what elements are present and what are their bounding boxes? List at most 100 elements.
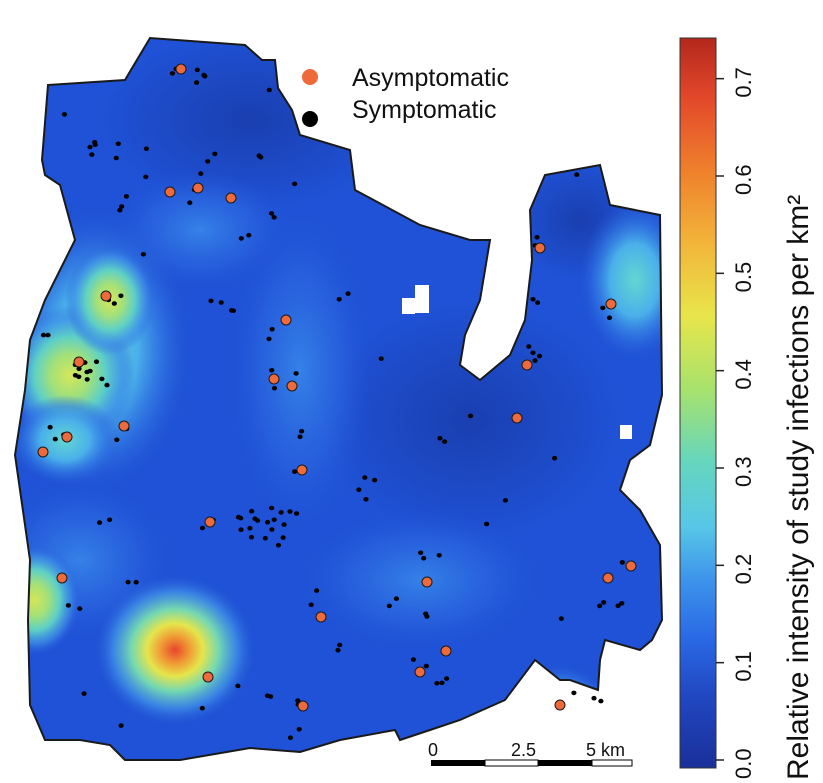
asymptomatic-point: [118, 420, 130, 432]
symptomatic-point: [194, 80, 200, 85]
symptomatic-point: [65, 603, 71, 608]
symptomatic-point: [123, 194, 129, 199]
symptomatic-point: [421, 555, 427, 561]
symptomatic-point: [287, 509, 293, 514]
colorbar-tick-label: 0.3: [731, 456, 756, 487]
asymptomatic-points: [37, 63, 637, 712]
symptomatic-point: [238, 236, 244, 241]
symptomatic-point: [280, 535, 286, 540]
symptomatic-point: [143, 146, 149, 152]
symptomatic-point: [269, 327, 275, 332]
colorbar: 0.0 0.1 0.2 0.3 0.4 0.5 0.6 0.7 Relative intens…: [679, 37, 815, 780]
symptomatic-point: [72, 373, 78, 378]
symptomatic-point: [208, 298, 214, 304]
symptomatic-point: [269, 211, 275, 216]
legend-symptomatic-marker: [302, 111, 318, 127]
symptomatic-point: [295, 698, 301, 703]
asymptomatic-point: [268, 373, 280, 385]
symptomatic-point: [597, 603, 603, 609]
symptomatic-point: [275, 542, 282, 548]
colorbar-bar: [679, 37, 717, 769]
symptomatic-point: [299, 429, 305, 434]
symptomatic-point: [444, 676, 450, 681]
symptomatic-point: [246, 232, 252, 238]
symptomatic-point: [308, 602, 314, 608]
symptomatic-point: [218, 300, 224, 305]
symptomatic-point: [439, 680, 445, 686]
symptomatic-point: [93, 359, 100, 365]
symptomatic-point: [278, 510, 284, 515]
symptomatic-point: [92, 142, 98, 147]
symptomatic-point: [118, 723, 124, 728]
symptomatic-point: [600, 305, 606, 311]
symptomatic-point: [45, 332, 51, 338]
symptomatic-point: [619, 560, 625, 565]
asymptomatic-point: [73, 356, 85, 368]
asymptomatic-point: [100, 290, 112, 302]
symptomatic-point: [76, 366, 82, 372]
symptomatic-point: [47, 424, 53, 430]
symptomatic-point: [601, 600, 607, 605]
symptomatic-point: [77, 606, 83, 611]
symptomatic-point: [265, 519, 271, 525]
symptomatic-point: [133, 579, 139, 585]
symptomatic-point: [199, 705, 205, 711]
symptomatic-point: [292, 469, 298, 474]
symptomatic-point: [558, 616, 564, 621]
symptomatic-point: [264, 693, 271, 698]
symptomatic-point: [140, 252, 146, 257]
symptomatic-point: [294, 511, 300, 516]
symptomatic-point: [552, 455, 558, 461]
colorbar-tick-label: 0.0: [731, 748, 756, 779]
colorbar-tick-label: 0.5: [731, 262, 756, 293]
symptomatic-point: [410, 657, 416, 662]
symptomatic-point: [258, 155, 264, 160]
symptomatic-point: [424, 614, 430, 619]
symptomatic-point: [393, 596, 399, 601]
symptomatic-point: [314, 588, 320, 593]
surface-gap: [415, 285, 429, 313]
symptomatic-point: [104, 382, 110, 388]
symptomatic-point: [205, 159, 211, 164]
symptomatic-point: [99, 376, 105, 382]
asymptomatic-point: [554, 699, 566, 711]
colorbar-ticks: 0.0 0.1 0.2 0.3 0.4 0.5 0.6 0.7: [716, 67, 756, 779]
symptomatic-point: [84, 377, 90, 382]
symptomatic-point: [336, 297, 342, 302]
symptomatic-point: [199, 525, 205, 531]
asymptomatic-point: [297, 700, 309, 712]
symptomatic-point: [434, 681, 440, 686]
symptomatic-point: [235, 683, 241, 689]
surface-southwest-hotspot: [15, 545, 80, 655]
symptomatic-point: [97, 520, 103, 525]
symptomatic-point: [345, 291, 351, 296]
symptomatic-point: [362, 475, 368, 480]
symptomatic-point: [378, 356, 384, 362]
symptomatic-point: [238, 527, 244, 532]
asymptomatic-point: [56, 572, 68, 584]
symptomatic-point: [187, 200, 193, 205]
symptomatic-point: [169, 71, 175, 76]
symptomatic-point: [281, 522, 287, 527]
symptomatic-point: [119, 204, 125, 209]
symptomatic-point: [536, 353, 543, 359]
symptomatic-point: [247, 525, 253, 531]
symptomatic-point: [530, 350, 536, 356]
symptomatic-point: [61, 112, 67, 117]
symptomatic-point: [229, 308, 235, 313]
symptomatic-point: [532, 358, 538, 363]
symptomatic-point: [535, 300, 541, 306]
scale-label-5km: 5 km: [586, 740, 625, 760]
symptomatic-point: [293, 371, 299, 376]
scale-bar: 0 2.5 5 km: [428, 740, 633, 767]
symptomatic-point: [125, 579, 131, 585]
symptomatic-point: [198, 171, 204, 176]
symptomatic-point: [619, 601, 625, 606]
symptomatic-point: [40, 332, 47, 338]
surface-corridor-south: [300, 510, 540, 650]
scale-bar-segment-3: [538, 760, 592, 766]
colorbar-tick-label: 0.2: [731, 554, 756, 585]
asymptomatic-point: [37, 446, 49, 458]
symptomatic-point: [372, 477, 378, 483]
symptomatic-point: [248, 534, 255, 540]
